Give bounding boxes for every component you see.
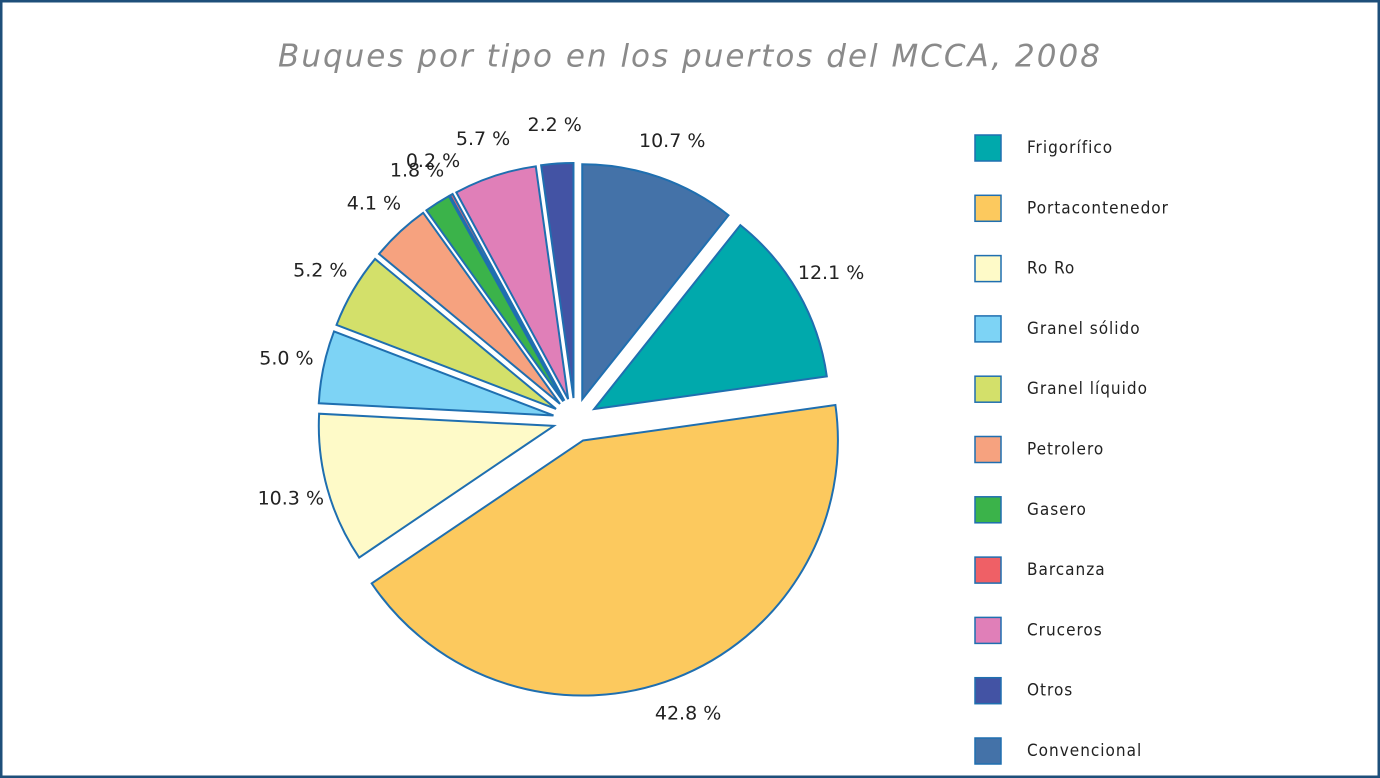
legend-label: Granel sólido: [1027, 319, 1141, 339]
chart-title: Buques por tipo en los puertos del MCCA,…: [278, 39, 1102, 75]
legend-label: Otros: [1027, 681, 1073, 701]
value-label: 42.8 %: [655, 703, 721, 725]
legend-label: Gasero: [1027, 500, 1087, 520]
pie-slice: [377, 211, 561, 405]
value-label: 10.3 %: [258, 488, 324, 510]
legend-swatch: [974, 676, 1002, 705]
pie-slice: [591, 223, 828, 411]
legend-swatch: [974, 375, 1002, 403]
legend-swatch: [974, 556, 1002, 584]
value-label: 0.2 %: [406, 150, 460, 172]
value-label: 5.2 %: [293, 260, 347, 282]
legend-swatch: [974, 496, 1002, 524]
pie-slice: [370, 403, 839, 697]
pie-slice: [454, 165, 570, 400]
legend-label: Frigorífico: [1027, 138, 1113, 158]
legend-swatch: [974, 737, 1002, 765]
pie-slice: [317, 330, 554, 417]
pie-slice: [448, 192, 566, 402]
value-label: 4.1 %: [347, 193, 401, 215]
legend-swatch: [974, 315, 1002, 343]
value-label: 5.0 %: [259, 347, 313, 369]
value-label: 12.1 %: [798, 262, 864, 284]
legend-label: Granel líquido: [1027, 379, 1148, 399]
value-label: 1.8 %: [390, 159, 444, 181]
legend-swatch: [974, 254, 1002, 283]
pie-slice: [335, 257, 557, 410]
legend-label: Barcanza: [1027, 560, 1106, 580]
pie-slice: [581, 163, 730, 403]
pie-slice: [540, 162, 575, 399]
legend-swatch: [974, 134, 1002, 162]
value-label: 10.7 %: [639, 130, 705, 152]
legend-swatch: [974, 616, 1002, 645]
legend-label: Portacontenedor: [1027, 198, 1169, 218]
legend-label: Convencional: [1027, 741, 1142, 761]
pie-slice: [317, 412, 557, 559]
value-label: 5.7 %: [456, 128, 510, 150]
legend-label: Cruceros: [1027, 620, 1103, 640]
value-label: 2.2 %: [527, 114, 581, 136]
legend-label: Ro Ro: [1027, 259, 1075, 279]
pie-slice: [425, 194, 565, 403]
legend-label: Petrolero: [1027, 440, 1104, 460]
legend-swatch: [974, 194, 1002, 223]
legend-swatch: [974, 435, 1002, 464]
